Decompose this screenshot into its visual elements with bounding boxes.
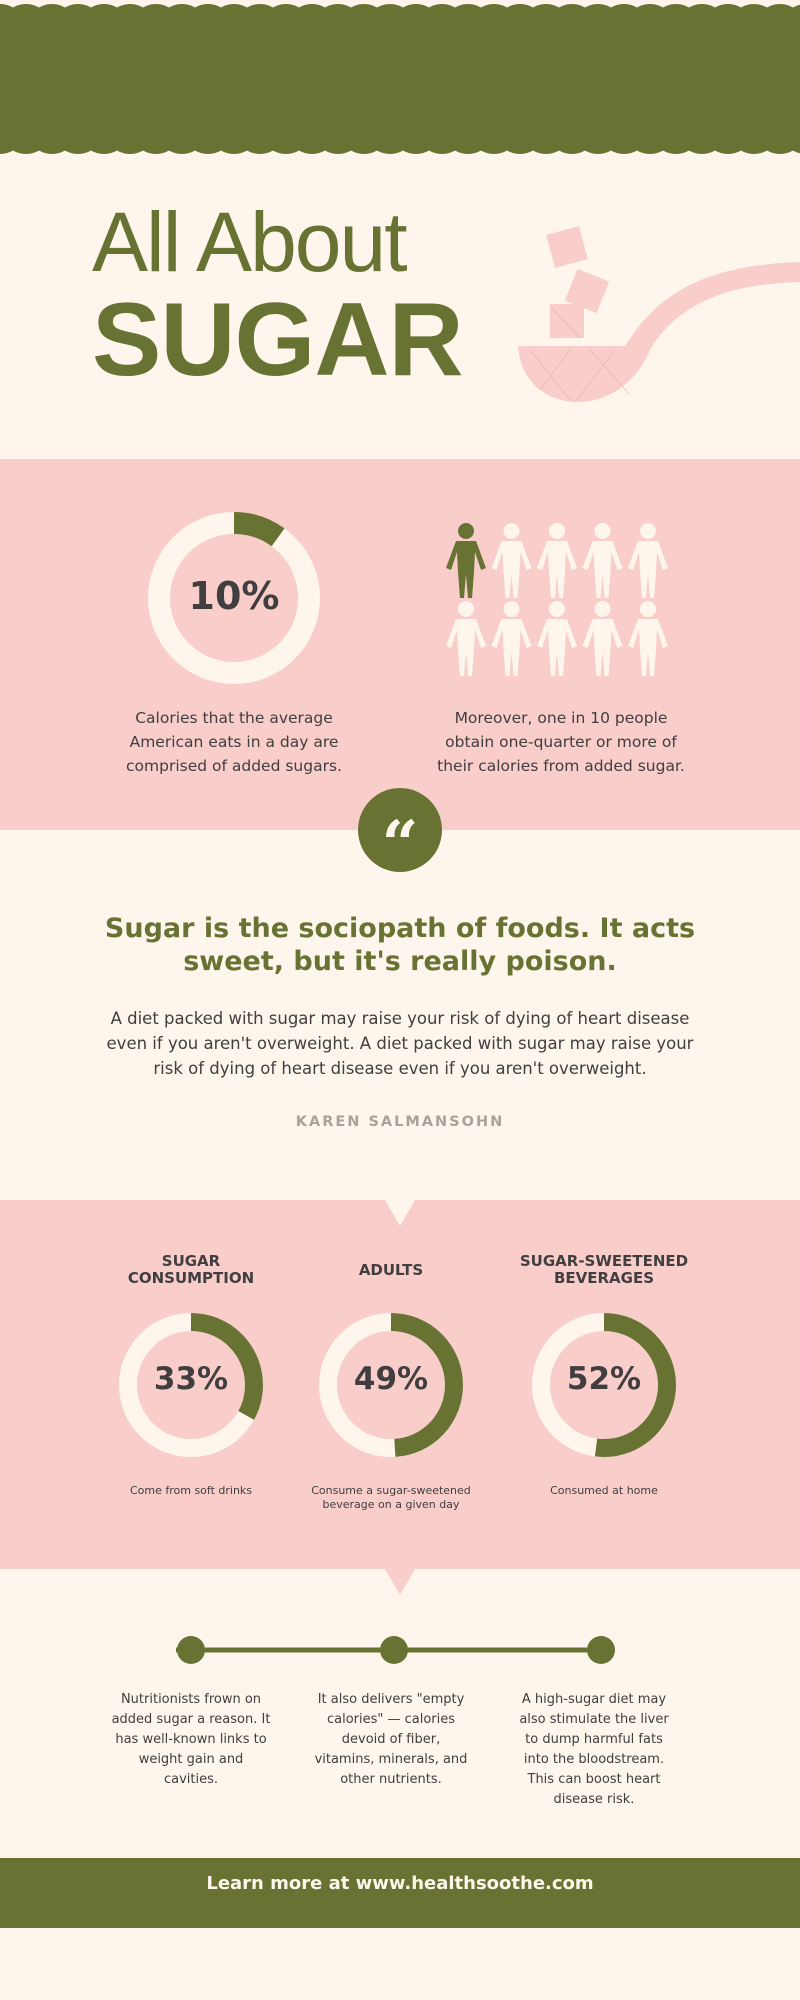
stat-card-adults: ADULTS 49% Consume a sugar-sweetened bev… xyxy=(301,1250,481,1511)
section-notch-bottom xyxy=(385,1569,415,1595)
calories-stat-caption: Calories that the average American eats … xyxy=(126,709,342,775)
quote-mark-icon: “ xyxy=(358,788,442,882)
person-icon xyxy=(446,523,486,598)
title-line-2: SUGAR xyxy=(92,282,464,398)
calories-stat-value: 10% xyxy=(188,574,280,618)
stat-card-beverages: SUGAR-SWEETENED BEVERAGES 52% Consumed a… xyxy=(514,1250,694,1498)
stat-card-caption: Come from soft drinks xyxy=(129,1484,253,1497)
person-icon xyxy=(491,523,532,598)
stat-card-heading: ADULTS xyxy=(358,1260,424,1279)
timeline-item-1: Nutritionists frown on added sugar a rea… xyxy=(111,1692,271,1787)
title-line-1: All About xyxy=(92,195,408,289)
person-icon xyxy=(628,601,668,676)
timeline-dot xyxy=(587,1636,615,1664)
person-icon xyxy=(582,523,623,598)
section-notch-top xyxy=(385,1200,415,1226)
quote-headline: Sugar is the sociopath of foods. It acts… xyxy=(104,913,696,977)
footer-link[interactable]: Learn more at www.healthsoothe.com xyxy=(206,1873,594,1894)
people-stat-caption: Moreover, one in 10 people obtain one-qu… xyxy=(437,709,685,775)
timeline-dot xyxy=(177,1636,205,1664)
stat-card-caption: Consumed at home xyxy=(550,1484,658,1497)
stat-card-value: 49% xyxy=(353,1361,429,1397)
footer-banner: Learn more at www.healthsoothe.com xyxy=(0,1858,800,1928)
stat-card-heading: SUGAR-SWEETENED BEVERAGES xyxy=(519,1252,689,1287)
timeline-item-3: A high-sugar diet may also stimulate the… xyxy=(519,1692,669,1807)
person-icon xyxy=(537,523,577,598)
person-icon xyxy=(446,601,486,676)
stat-card-sugar-consumption: SUGAR CONSUMPTION 33% Come from soft dri… xyxy=(101,1250,281,1497)
timeline-item-2: It also delivers "empty calories" — calo… xyxy=(314,1692,468,1787)
quote-author: KAREN SALMANSOHN xyxy=(295,1114,505,1130)
sugar-cubes-spoon-icon xyxy=(518,226,800,403)
timeline-connector xyxy=(176,1636,615,1664)
donut-chart xyxy=(119,1313,263,1457)
stat-card-caption: Consume a sugar-sweetened beverage on a … xyxy=(311,1484,471,1511)
header-scallop-band xyxy=(0,4,800,154)
person-icon xyxy=(582,601,623,676)
donut-chart xyxy=(532,1313,676,1457)
stat-card-heading: SUGAR CONSUMPTION xyxy=(127,1252,255,1287)
stat-card-value: 52% xyxy=(566,1361,642,1397)
person-icon xyxy=(628,523,668,598)
stat-card-value: 33% xyxy=(153,1361,229,1397)
quote-body: A diet packed with sugar may raise your … xyxy=(106,1009,694,1078)
person-icon xyxy=(537,601,577,676)
donut-chart xyxy=(319,1313,463,1457)
calories-donut-chart xyxy=(148,512,320,684)
person-icon xyxy=(491,601,532,676)
timeline-dot xyxy=(380,1636,408,1664)
people-pictogram xyxy=(446,523,668,676)
